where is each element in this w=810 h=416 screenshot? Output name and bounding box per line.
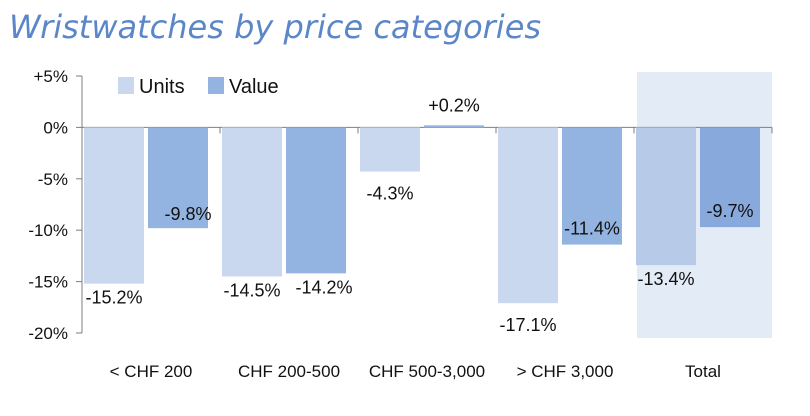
y-axis: +5% 0% -5% -10% -15% -20%	[28, 67, 83, 343]
x-category-label: Total	[685, 362, 721, 381]
y-tick-label: -15%	[28, 273, 68, 292]
units-bar	[360, 127, 420, 172]
units-legend-swatch	[118, 77, 134, 94]
data-label: -13.4%	[637, 269, 694, 289]
value-bar	[700, 127, 760, 228]
legend: Units Value	[118, 76, 279, 98]
units-bar	[84, 127, 144, 284]
x-category-label: CHF 500-3,000	[369, 362, 485, 381]
value-bar	[424, 125, 484, 128]
units-legend-label: Units	[139, 76, 185, 98]
y-tick-label: 0%	[43, 118, 68, 137]
data-label: +0.2%	[428, 95, 480, 115]
data-label: -11.4%	[564, 219, 620, 239]
value-legend-swatch	[208, 77, 224, 94]
x-category-label: CHF 200-500	[238, 362, 340, 381]
data-labels: -15.2% -14.5% -4.3% -17.1% -13.4% -9.8% -14.2%…	[85, 95, 753, 335]
y-tick-label: -10%	[28, 221, 68, 240]
data-label: -14.2%	[295, 277, 352, 297]
chart-title: Wristwatches by price categories	[9, 8, 542, 46]
bars	[84, 125, 760, 304]
data-label: -15.2%	[85, 288, 142, 308]
y-tick-label: -20%	[28, 324, 68, 343]
x-category-label: > CHF 3,000	[517, 362, 614, 381]
units-bar	[498, 127, 558, 304]
y-tick-label: +5%	[34, 67, 69, 86]
units-bar	[636, 127, 696, 266]
units-bar	[222, 127, 282, 277]
value-bar	[286, 127, 346, 274]
x-category-label: < CHF 200	[110, 362, 193, 381]
y-tick-label: -5%	[38, 170, 68, 189]
value-legend-label: Value	[229, 76, 279, 98]
value-bar	[562, 127, 622, 245]
data-label: -9.8%	[164, 204, 211, 224]
data-label: -14.5%	[223, 280, 280, 300]
data-label: -17.1%	[499, 315, 556, 335]
data-label: -9.7%	[706, 201, 753, 221]
data-label: -4.3%	[366, 184, 413, 204]
value-bar	[148, 127, 208, 229]
